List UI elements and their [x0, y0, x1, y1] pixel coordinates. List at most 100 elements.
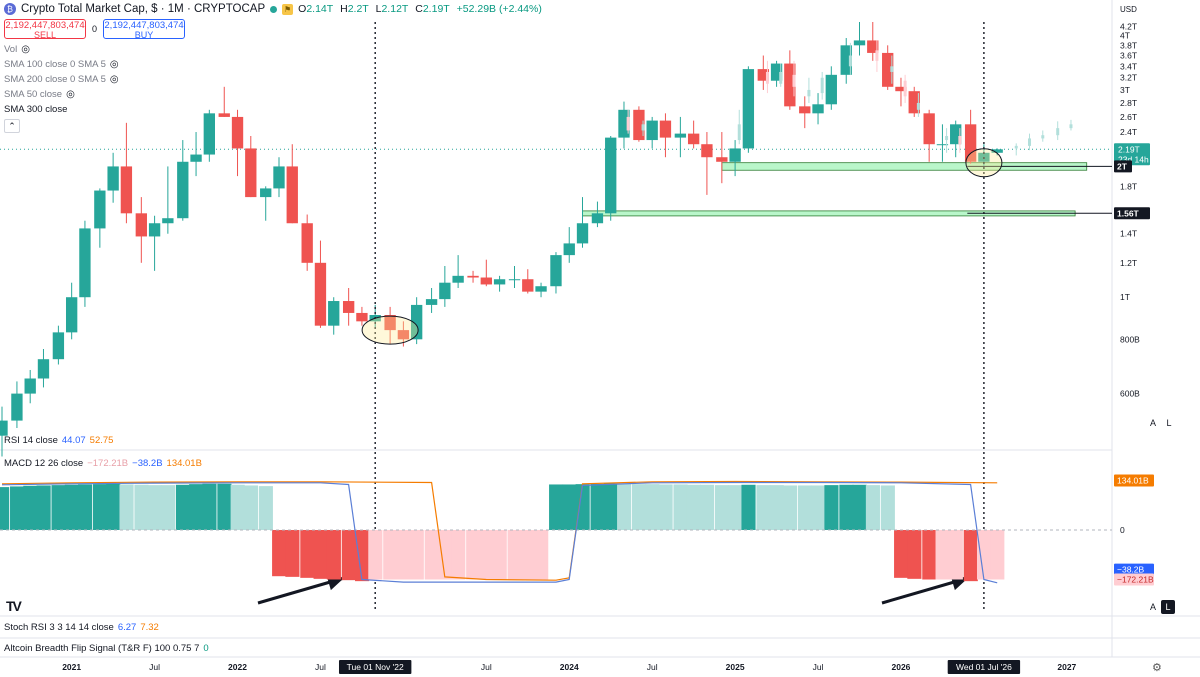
- change-value: +52.29B (+2.44%): [456, 3, 542, 15]
- macd-log-scale-button[interactable]: L: [1161, 600, 1175, 614]
- candle-body: [190, 154, 202, 162]
- collapse-indicators-button[interactable]: ⌃: [4, 119, 20, 133]
- indicator-sma200[interactable]: SMA 200 close 0 SMA 5 ◎: [4, 74, 119, 85]
- eye-off-icon[interactable]: ◎: [109, 59, 119, 70]
- candle-body: [633, 109, 645, 141]
- time-tick-label: 2025: [726, 662, 745, 672]
- candle-body: [356, 312, 368, 322]
- candle-body: [936, 144, 949, 146]
- ghost-candle: [945, 136, 949, 141]
- macd-histogram-bar: [160, 485, 176, 530]
- macd-histogram-bar: [383, 530, 398, 580]
- price-tick-label: 3.8T: [1120, 40, 1137, 50]
- buy-button[interactable]: 2,192,447,803,474 BUY: [103, 19, 186, 40]
- current-price-badge: [1114, 143, 1150, 166]
- settings-gear-icon[interactable]: ⚙: [1152, 662, 1162, 674]
- symbol-title[interactable]: Crypto Total Market Cap, $ · 1M · CRYPTO…: [21, 3, 266, 15]
- stoch-pane-header[interactable]: Stoch RSI 3 3 14 14 close 6.27 7.32: [4, 622, 159, 633]
- price-tick-label: 600B: [1120, 389, 1140, 399]
- macd-value-badge: [1114, 563, 1154, 576]
- rsi-pane-header[interactable]: RSI 14 close 44.07 52.75: [4, 435, 114, 446]
- macd-histogram-bar: [51, 485, 66, 530]
- log-scale-button[interactable]: L: [1166, 418, 1172, 428]
- tradingview-logo: TV: [6, 598, 22, 614]
- macd-histogram-bar: [492, 530, 507, 580]
- signal-line: [1, 480, 998, 581]
- macd-histogram-bar: [603, 483, 618, 530]
- macd-pane-header[interactable]: MACD 12 26 close −172.21B −38.2B 134.01B: [4, 458, 202, 469]
- candle-body: [687, 133, 700, 145]
- sell-button[interactable]: 2,192,447,803,474 SELL: [4, 19, 86, 40]
- macd-histogram-bar: [437, 530, 453, 580]
- macd-value-label: −172.21B: [1117, 575, 1154, 585]
- candle-body: [591, 213, 604, 224]
- ghost-candle: [890, 66, 894, 72]
- macd-histogram-bar: [119, 484, 134, 530]
- candle-body: [991, 149, 1003, 153]
- candle-body: [286, 166, 298, 224]
- indicator-sma300[interactable]: SMA 300 close: [4, 104, 68, 115]
- candle-body: [79, 228, 91, 298]
- ghost-candle: [820, 77, 824, 94]
- macd-value-badge: [1114, 474, 1154, 487]
- eye-off-icon[interactable]: ◎: [66, 89, 75, 100]
- time-marker-label: Tue 01 Nov '22: [347, 662, 404, 672]
- current-price-label: 2.19T: [1118, 144, 1140, 154]
- candle-body: [342, 301, 355, 313]
- candle-body: [148, 223, 161, 237]
- candle-body: [24, 378, 36, 394]
- ghost-candle: [875, 50, 879, 61]
- candle-body: [550, 255, 562, 287]
- macd-histogram-bar: [10, 486, 25, 530]
- macd-zero-label: 0: [1120, 525, 1125, 535]
- candle-body: [480, 277, 492, 285]
- macd-histogram-bar: [673, 484, 688, 530]
- price-tick-label: 1.4T: [1120, 229, 1137, 239]
- macd-histogram-bar: [258, 486, 273, 530]
- macd-histogram-bar: [782, 485, 798, 530]
- macd-histogram-bar: [313, 530, 328, 579]
- candle-body: [245, 148, 257, 198]
- time-tick-label: 2026: [892, 662, 911, 672]
- macd-histogram-bar: [147, 485, 162, 530]
- candle-body: [576, 223, 589, 244]
- ghost-candle: [1028, 138, 1032, 146]
- macd-value-label: 134.01B: [1117, 476, 1149, 486]
- macd-histogram-bar: [230, 484, 245, 530]
- macd-histogram-bar: [894, 530, 909, 578]
- flag-icon[interactable]: ⚑: [282, 3, 294, 15]
- price-level-badge: [1114, 207, 1150, 220]
- macd-histogram-bar: [907, 530, 922, 579]
- macd-histogram-bar: [852, 484, 867, 530]
- candle-body: [923, 113, 935, 145]
- price-tick-label: 2.8T: [1120, 98, 1137, 108]
- eye-off-icon[interactable]: ◎: [109, 74, 119, 85]
- altcoin-pane-header[interactable]: Altcoin Breadth Flip Signal (T&R F) 100 …: [4, 643, 209, 654]
- auto-scale-button[interactable]: A: [1149, 418, 1156, 428]
- candle-body: [729, 148, 741, 162]
- macd-histogram-bar: [976, 530, 992, 580]
- eye-off-icon[interactable]: ◎: [21, 44, 30, 55]
- candle-body: [120, 166, 133, 214]
- candle-body: [895, 86, 907, 92]
- time-tick-label: 2022: [228, 662, 247, 672]
- macd-auto-scale-button[interactable]: A: [1149, 602, 1156, 612]
- macd-histogram-bar: [699, 484, 715, 530]
- ghost-candle: [1041, 135, 1045, 139]
- indicator-vol[interactable]: Vol ◎: [4, 44, 30, 55]
- indicator-sma50[interactable]: SMA 50 close ◎: [4, 89, 75, 100]
- indicator-sma100[interactable]: SMA 100 close 0 SMA 5 ◎: [4, 59, 119, 70]
- macd-value-label: −38.2B: [1117, 565, 1145, 575]
- time-tick-label: 2021: [62, 662, 81, 672]
- candle-body: [605, 137, 617, 214]
- ghost-candle: [958, 136, 962, 145]
- candle-body: [799, 106, 811, 114]
- ghost-candle: [641, 124, 645, 131]
- macd-histogram-bar: [617, 483, 632, 530]
- time-marker-badge: [947, 660, 1021, 674]
- candle-body: [950, 124, 962, 145]
- ghost-candle: [1056, 128, 1060, 136]
- macd-histogram-bar: [658, 484, 673, 530]
